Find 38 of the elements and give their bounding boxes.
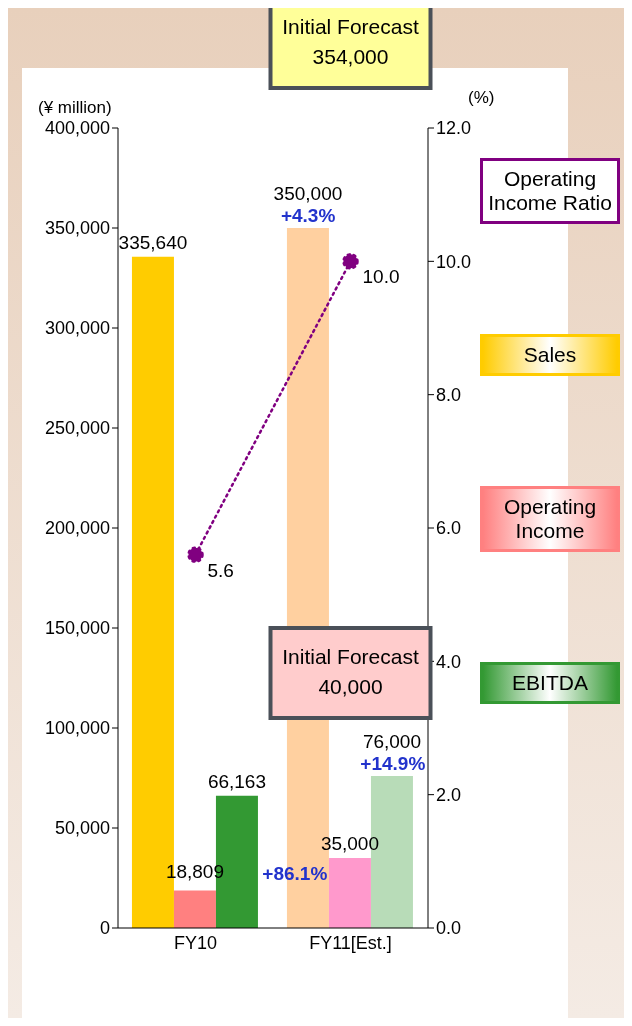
bar <box>173 890 216 928</box>
y2-tick-label: 0.0 <box>436 918 462 939</box>
y-tick-label: 150,000 <box>44 618 110 639</box>
annotation: Initial Forecast 40,000 <box>282 645 419 698</box>
text: Sales <box>480 334 620 376</box>
data-label: 335,640 <box>118 231 188 253</box>
y-tick-label: 300,000 <box>44 318 110 339</box>
data-label: 76,000 <box>362 731 422 752</box>
data-label: 5.6 <box>207 559 234 581</box>
y2-tick-label: 12.0 <box>436 118 472 139</box>
bar <box>328 858 371 928</box>
y2-tick-label: 2.0 <box>436 785 462 806</box>
x-tick-label: FY10 <box>173 932 218 953</box>
x-tick-label: FY11[Est.] <box>309 932 392 953</box>
data-label: 35,000 <box>320 833 380 854</box>
y-tick-label: 350,000 <box>44 218 110 239</box>
text: Operating Income Ratio <box>480 158 620 224</box>
annotation: +86.1% <box>262 863 328 884</box>
annotation: +4.3% <box>280 205 336 226</box>
y2-tick-label: 4.0 <box>436 651 462 672</box>
y-tick-label: 0 <box>99 918 110 939</box>
text: Initial Forecast 354,000 <box>282 15 419 68</box>
y-tick-label: 250,000 <box>44 418 110 439</box>
y-tick-label: 400,000 <box>44 118 110 139</box>
y2-axis-title: (%) <box>468 88 495 108</box>
y-tick-label: 50,000 <box>54 818 110 839</box>
data-label: 66,163 <box>207 770 267 792</box>
data-label: 10.0 <box>362 266 400 288</box>
y2-tick-label: 10.0 <box>436 251 472 272</box>
y2-tick-label: 6.0 <box>436 518 462 539</box>
y-tick-label: 100,000 <box>44 718 110 739</box>
text: Operating Income <box>480 486 620 552</box>
y2-tick-label: 8.0 <box>436 385 462 406</box>
text: EBITDA <box>480 662 620 704</box>
y-tick-label: 200,000 <box>44 518 110 539</box>
y-axis-title: (¥ million) <box>38 98 112 118</box>
data-label: 350,000 <box>273 183 343 204</box>
annotation: +14.9% <box>360 753 426 774</box>
